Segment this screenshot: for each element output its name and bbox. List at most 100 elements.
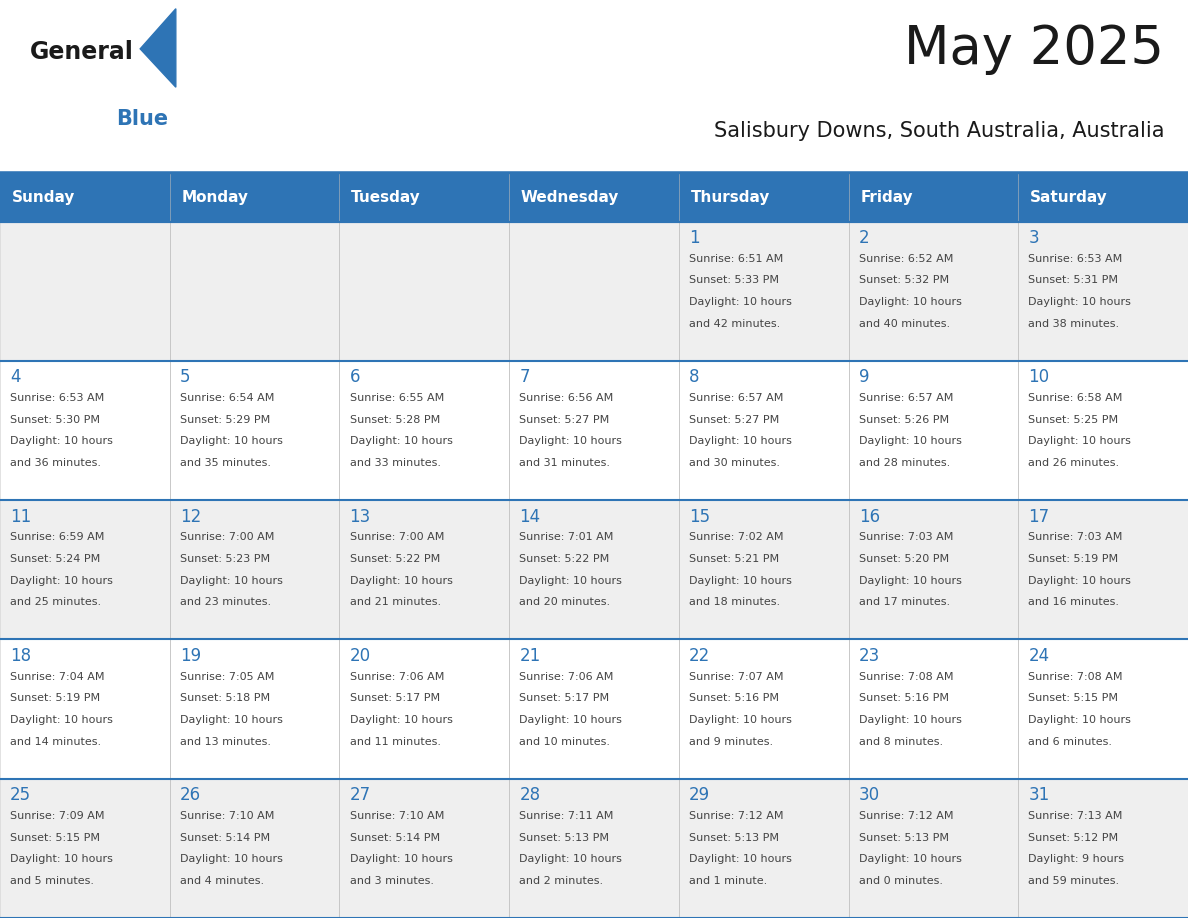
Text: and 38 minutes.: and 38 minutes. bbox=[1029, 319, 1119, 329]
Text: 26: 26 bbox=[179, 786, 201, 804]
Text: Sunset: 5:24 PM: Sunset: 5:24 PM bbox=[11, 554, 101, 564]
Text: and 28 minutes.: and 28 minutes. bbox=[859, 458, 950, 468]
Bar bbox=[848, 221, 1018, 361]
Text: May 2025: May 2025 bbox=[904, 23, 1164, 75]
Text: Daylight: 10 hours: Daylight: 10 hours bbox=[11, 715, 113, 725]
Polygon shape bbox=[140, 8, 176, 87]
Text: Daylight: 10 hours: Daylight: 10 hours bbox=[179, 436, 283, 446]
Text: Daylight: 10 hours: Daylight: 10 hours bbox=[859, 576, 961, 586]
Bar bbox=[510, 361, 678, 500]
Text: 9: 9 bbox=[859, 368, 870, 386]
Text: Sunset: 5:32 PM: Sunset: 5:32 PM bbox=[859, 275, 949, 285]
Text: and 14 minutes.: and 14 minutes. bbox=[11, 736, 101, 746]
Bar bbox=[678, 778, 848, 918]
Text: Daylight: 10 hours: Daylight: 10 hours bbox=[519, 715, 623, 725]
Text: Sunrise: 7:00 AM: Sunrise: 7:00 AM bbox=[179, 532, 274, 543]
Bar bbox=[1018, 640, 1188, 778]
Text: and 40 minutes.: and 40 minutes. bbox=[859, 319, 950, 329]
Text: Sunrise: 7:00 AM: Sunrise: 7:00 AM bbox=[349, 532, 444, 543]
Text: Sunrise: 6:54 AM: Sunrise: 6:54 AM bbox=[179, 393, 274, 403]
Text: Sunrise: 6:51 AM: Sunrise: 6:51 AM bbox=[689, 253, 783, 263]
Text: Sunrise: 7:03 AM: Sunrise: 7:03 AM bbox=[1029, 532, 1123, 543]
Bar bbox=[848, 174, 1018, 221]
Text: and 59 minutes.: and 59 minutes. bbox=[1029, 876, 1119, 886]
Text: Monday: Monday bbox=[182, 190, 248, 206]
Text: Sunrise: 7:06 AM: Sunrise: 7:06 AM bbox=[519, 672, 614, 682]
Text: 31: 31 bbox=[1029, 786, 1050, 804]
Bar bbox=[678, 640, 848, 778]
Text: Daylight: 10 hours: Daylight: 10 hours bbox=[859, 715, 961, 725]
Text: Sunrise: 6:59 AM: Sunrise: 6:59 AM bbox=[11, 532, 105, 543]
Text: 1: 1 bbox=[689, 229, 700, 247]
Text: Daylight: 10 hours: Daylight: 10 hours bbox=[349, 715, 453, 725]
Text: Sunrise: 7:10 AM: Sunrise: 7:10 AM bbox=[349, 811, 444, 821]
Text: Daylight: 10 hours: Daylight: 10 hours bbox=[11, 855, 113, 865]
Bar bbox=[340, 778, 510, 918]
Text: Sunset: 5:20 PM: Sunset: 5:20 PM bbox=[859, 554, 949, 564]
Text: and 25 minutes.: and 25 minutes. bbox=[11, 598, 101, 608]
Text: and 42 minutes.: and 42 minutes. bbox=[689, 319, 781, 329]
Text: Sunrise: 7:12 AM: Sunrise: 7:12 AM bbox=[689, 811, 784, 821]
Text: 6: 6 bbox=[349, 368, 360, 386]
Text: 14: 14 bbox=[519, 508, 541, 525]
Text: and 26 minutes.: and 26 minutes. bbox=[1029, 458, 1119, 468]
Bar bbox=[0, 361, 170, 500]
Bar bbox=[510, 174, 678, 221]
Text: Sunrise: 6:55 AM: Sunrise: 6:55 AM bbox=[349, 393, 444, 403]
Bar bbox=[0, 500, 170, 640]
Text: and 3 minutes.: and 3 minutes. bbox=[349, 876, 434, 886]
Text: 11: 11 bbox=[11, 508, 31, 525]
Text: Sunrise: 7:04 AM: Sunrise: 7:04 AM bbox=[11, 672, 105, 682]
Text: 27: 27 bbox=[349, 786, 371, 804]
Text: Sunset: 5:18 PM: Sunset: 5:18 PM bbox=[179, 693, 270, 703]
Text: 10: 10 bbox=[1029, 368, 1049, 386]
Bar bbox=[340, 500, 510, 640]
Text: and 18 minutes.: and 18 minutes. bbox=[689, 598, 781, 608]
Text: 4: 4 bbox=[11, 368, 20, 386]
Text: Daylight: 10 hours: Daylight: 10 hours bbox=[349, 436, 453, 446]
Text: 28: 28 bbox=[519, 786, 541, 804]
Bar bbox=[848, 361, 1018, 500]
Bar bbox=[0, 778, 170, 918]
Bar bbox=[1018, 174, 1188, 221]
Text: Sunrise: 7:10 AM: Sunrise: 7:10 AM bbox=[179, 811, 274, 821]
Text: Sunrise: 7:05 AM: Sunrise: 7:05 AM bbox=[179, 672, 274, 682]
Text: 20: 20 bbox=[349, 647, 371, 665]
Bar bbox=[340, 640, 510, 778]
Text: 24: 24 bbox=[1029, 647, 1049, 665]
Bar bbox=[170, 778, 340, 918]
Text: Daylight: 10 hours: Daylight: 10 hours bbox=[179, 855, 283, 865]
Bar bbox=[1018, 778, 1188, 918]
Text: 5: 5 bbox=[179, 368, 190, 386]
Text: and 36 minutes.: and 36 minutes. bbox=[11, 458, 101, 468]
Text: 3: 3 bbox=[1029, 229, 1040, 247]
Text: Sunset: 5:23 PM: Sunset: 5:23 PM bbox=[179, 554, 270, 564]
Text: Sunrise: 6:57 AM: Sunrise: 6:57 AM bbox=[689, 393, 783, 403]
Text: Saturday: Saturday bbox=[1030, 190, 1108, 206]
Text: Sunset: 5:33 PM: Sunset: 5:33 PM bbox=[689, 275, 779, 285]
Text: and 31 minutes.: and 31 minutes. bbox=[519, 458, 611, 468]
Text: Sunset: 5:15 PM: Sunset: 5:15 PM bbox=[1029, 693, 1118, 703]
Text: Daylight: 10 hours: Daylight: 10 hours bbox=[11, 576, 113, 586]
Text: Daylight: 10 hours: Daylight: 10 hours bbox=[349, 855, 453, 865]
Text: Sunset: 5:25 PM: Sunset: 5:25 PM bbox=[1029, 415, 1119, 425]
Text: Daylight: 10 hours: Daylight: 10 hours bbox=[11, 436, 113, 446]
Text: and 20 minutes.: and 20 minutes. bbox=[519, 598, 611, 608]
Text: Sunset: 5:16 PM: Sunset: 5:16 PM bbox=[689, 693, 779, 703]
Bar bbox=[510, 640, 678, 778]
Text: Daylight: 9 hours: Daylight: 9 hours bbox=[1029, 855, 1125, 865]
Text: 13: 13 bbox=[349, 508, 371, 525]
Text: 22: 22 bbox=[689, 647, 710, 665]
Bar bbox=[340, 361, 510, 500]
Text: Daylight: 10 hours: Daylight: 10 hours bbox=[1029, 576, 1131, 586]
Text: Sunset: 5:16 PM: Sunset: 5:16 PM bbox=[859, 693, 949, 703]
Text: Daylight: 10 hours: Daylight: 10 hours bbox=[859, 436, 961, 446]
Text: Daylight: 10 hours: Daylight: 10 hours bbox=[859, 855, 961, 865]
Text: Friday: Friday bbox=[860, 190, 914, 206]
Text: and 4 minutes.: and 4 minutes. bbox=[179, 876, 264, 886]
Text: and 9 minutes.: and 9 minutes. bbox=[689, 736, 773, 746]
Text: Daylight: 10 hours: Daylight: 10 hours bbox=[689, 715, 792, 725]
Text: Sunset: 5:17 PM: Sunset: 5:17 PM bbox=[349, 693, 440, 703]
Bar bbox=[170, 500, 340, 640]
Text: Sunset: 5:27 PM: Sunset: 5:27 PM bbox=[689, 415, 779, 425]
